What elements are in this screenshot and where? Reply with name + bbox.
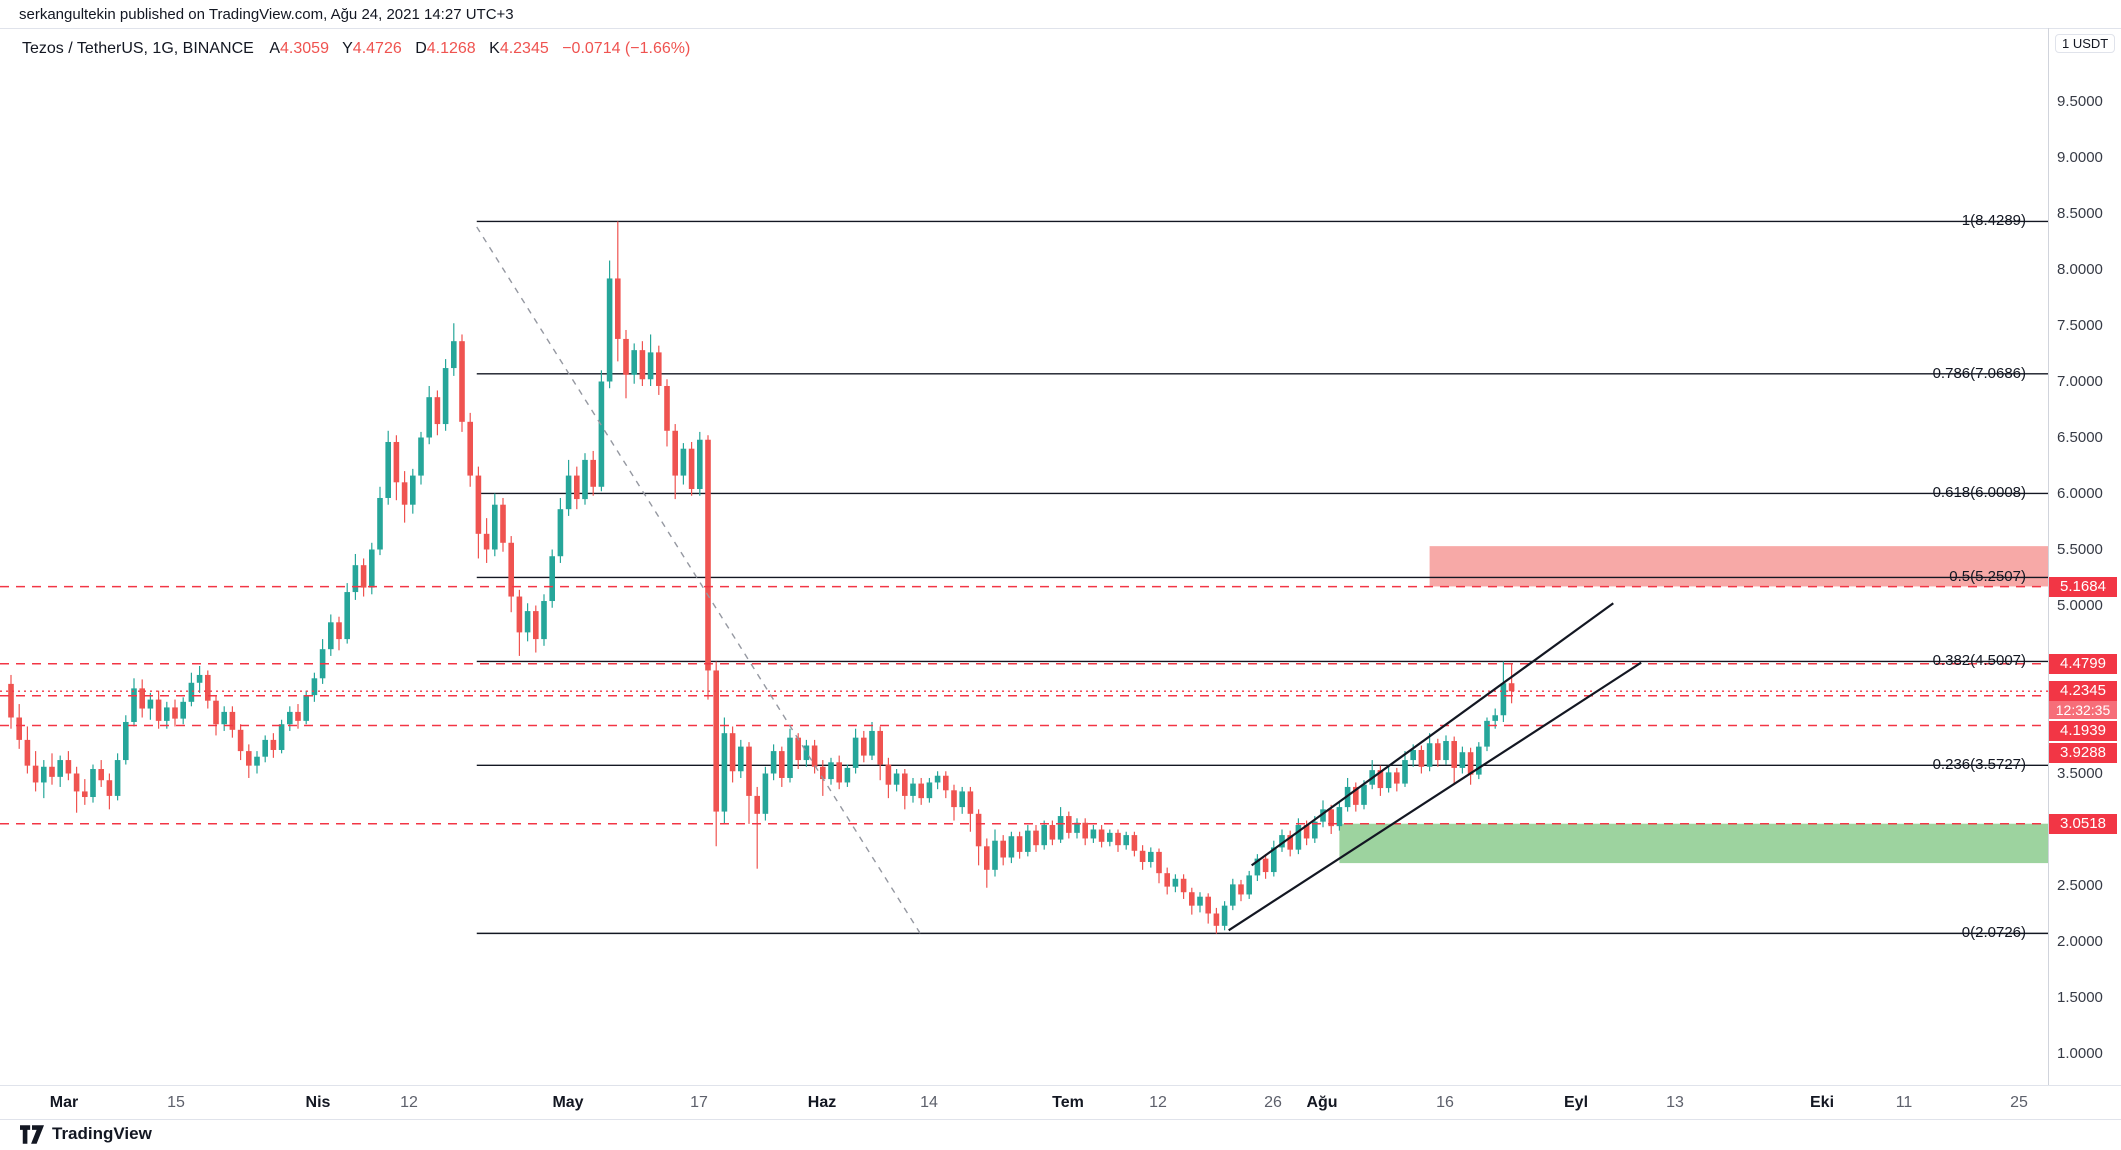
ohlc-open: A4.3059 xyxy=(269,40,329,57)
price-axis-unit-chip[interactable]: 1 USDT xyxy=(2055,34,2116,53)
footer: TradingView xyxy=(0,1120,2121,1150)
alert-price-label: 3.0518 xyxy=(2049,813,2117,834)
price-tick: 3.5000 xyxy=(2057,764,2103,782)
price-tick: 7.0000 xyxy=(2057,372,2103,390)
price-tick: 9.5000 xyxy=(2057,92,2103,110)
alert-price-label: 3.9288 xyxy=(2049,743,2117,764)
price-tick: 1.5000 xyxy=(2057,988,2103,1006)
header-divider xyxy=(0,28,2121,29)
tradingview-logo-text: TradingView xyxy=(52,1124,152,1143)
price-tick: 5.5000 xyxy=(2057,540,2103,558)
price-tick: 7.5000 xyxy=(2057,316,2103,334)
alert-price-label: 4.1939 xyxy=(2049,721,2117,742)
candle-countdown: 12:32:35 xyxy=(2049,701,2117,720)
price-tick: 1.0000 xyxy=(2057,1044,2103,1062)
ohlc-high: Y4.4726 xyxy=(342,40,402,57)
price-tick: 6.5000 xyxy=(2057,428,2103,446)
channel-lower[interactable] xyxy=(1228,661,1642,932)
symbol-info: Tezos / TetherUS, 1G, BINANCE A4.3059 Y4… xyxy=(22,40,690,58)
price-tick: 9.0000 xyxy=(2057,148,2103,166)
current-price-label: 4.2345 xyxy=(2049,681,2117,702)
tradingview-logo-icon xyxy=(20,1124,44,1144)
ohlc-low: D4.1268 xyxy=(415,40,476,57)
tradingview-logo[interactable]: TradingView xyxy=(20,1124,152,1144)
zone-resistance[interactable] xyxy=(1429,546,2048,587)
footer-divider xyxy=(0,1119,2121,1120)
ohlc-close: K4.2345 xyxy=(489,40,549,57)
price-tick: 2.5000 xyxy=(2057,876,2103,894)
candles xyxy=(8,221,1515,934)
price-axis[interactable]: 1 USDT 9.5000 9.0000 8.5000 8.0000 7.5000 7.0… xyxy=(2049,0,2121,1150)
alert-price-label: 5.1684 xyxy=(2049,576,2117,597)
price-tick: 8.0000 xyxy=(2057,260,2103,278)
price-tick: 5.0000 xyxy=(2057,596,2103,614)
price-tick: 2.0000 xyxy=(2057,932,2103,950)
downtrend-guide[interactable] xyxy=(476,226,921,935)
alert-price-label: 4.4799 xyxy=(2049,653,2117,674)
attribution: serkangultekin published on TradingView.… xyxy=(19,6,514,23)
time-axis-border xyxy=(0,1085,2121,1086)
channel-upper[interactable] xyxy=(1251,602,1614,867)
symbol-title: Tezos / TetherUS, 1G, BINANCE xyxy=(22,40,254,57)
price-axis-border xyxy=(2048,28,2049,1085)
price-tick: 6.0000 xyxy=(2057,484,2103,502)
price-change: −0.0714 (−1.66%) xyxy=(562,40,691,57)
price-tick: 8.5000 xyxy=(2057,204,2103,222)
zone-support[interactable] xyxy=(1339,823,2048,864)
